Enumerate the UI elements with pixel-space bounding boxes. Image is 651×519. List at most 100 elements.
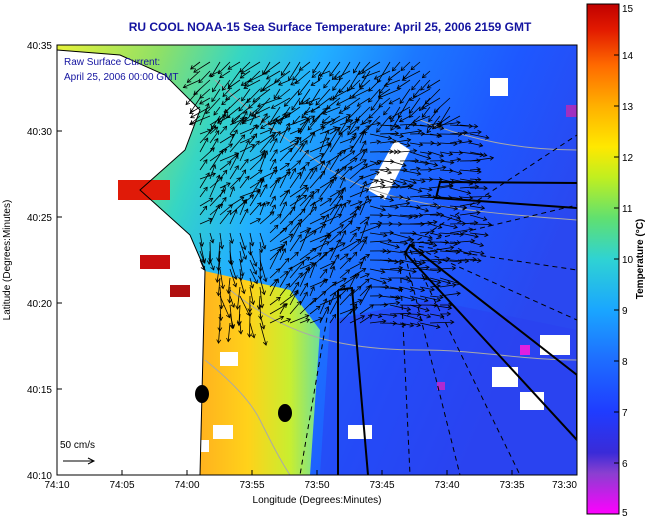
current-vector-head — [483, 185, 488, 191]
current-vector-head — [399, 133, 405, 139]
current-vector — [379, 241, 400, 248]
current-vector — [347, 70, 361, 92]
current-vector-head — [433, 202, 438, 208]
current-vector — [301, 106, 311, 119]
current-vector-head — [240, 134, 246, 139]
scale-label: 50 cm/s — [60, 440, 95, 451]
current-vector — [402, 70, 421, 81]
current-vector — [379, 277, 392, 281]
current-vector-head — [274, 78, 279, 83]
current-vector-head — [406, 310, 412, 316]
current-vector-head — [436, 204, 442, 210]
current-vector-head — [240, 70, 246, 75]
current-vector — [255, 97, 271, 115]
current-vector — [299, 297, 317, 315]
current-vector-head — [383, 82, 389, 87]
current-vector-head — [337, 151, 342, 157]
current-vector-head — [279, 315, 285, 321]
current-vector — [269, 179, 279, 198]
current-vector-head — [263, 150, 269, 155]
current-vector — [219, 134, 235, 144]
current-vector-head — [282, 227, 288, 233]
current-vector-head — [436, 297, 441, 303]
current-vector — [459, 232, 479, 238]
current-vector-head — [236, 321, 242, 327]
current-vector — [213, 106, 221, 116]
current-vector — [419, 231, 435, 234]
current-vector-head — [352, 157, 358, 163]
current-vector-head — [383, 302, 389, 308]
current-vector-head — [256, 102, 262, 108]
current-vector — [368, 88, 381, 103]
current-vector-head — [391, 66, 397, 72]
current-vector-head — [364, 195, 370, 200]
current-vector — [399, 115, 411, 122]
current-vector — [422, 97, 441, 109]
current-vector-head — [230, 186, 235, 191]
current-vector-head — [347, 130, 352, 136]
current-vector — [279, 123, 290, 144]
current-vector — [323, 79, 331, 89]
current-vector — [369, 277, 387, 284]
current-vector-head — [380, 269, 386, 274]
current-vector — [279, 148, 293, 162]
current-vector-head — [262, 86, 267, 91]
y-axis: 40:10 40:15 40:20 40:25 40:30 40:35 Lati… — [2, 41, 62, 482]
current-vector-head — [249, 284, 255, 289]
current-vector — [429, 151, 444, 157]
current-vector-head — [277, 81, 283, 86]
current-vector-head — [331, 291, 337, 297]
current-vector-head — [210, 265, 215, 271]
current-vector — [199, 137, 209, 153]
current-vector — [334, 70, 351, 80]
current-vector-head — [452, 282, 457, 288]
current-vector-head — [331, 313, 337, 319]
current-vector — [459, 211, 481, 216]
current-vector — [244, 70, 261, 86]
current-vector-head — [438, 123, 444, 128]
current-vector-head — [351, 136, 357, 141]
current-vector-head — [352, 213, 358, 218]
current-vector — [449, 131, 468, 135]
current-vector — [344, 97, 361, 110]
current-vector — [359, 70, 371, 88]
current-vector-head — [390, 117, 395, 123]
current-vector — [309, 286, 315, 297]
current-vector-head — [256, 189, 261, 195]
current-vector — [259, 184, 268, 198]
current-vector-head — [378, 293, 383, 299]
current-vector — [279, 291, 299, 306]
current-vector-head — [416, 166, 421, 172]
current-vector-head — [428, 187, 433, 192]
current-vector — [209, 126, 218, 135]
current-vector — [339, 257, 351, 270]
current-vector-head — [216, 339, 222, 344]
current-vector — [339, 187, 346, 198]
current-vector-head — [222, 92, 227, 98]
current-vector — [419, 221, 437, 225]
current-vector-head — [325, 241, 331, 246]
scale-legend: 50 cm/s — [60, 440, 96, 465]
current-vector-head — [253, 279, 258, 285]
current-vector-head — [211, 97, 216, 103]
current-vector — [301, 97, 311, 105]
current-vector-head — [256, 305, 262, 310]
current-vector-head — [326, 142, 332, 147]
current-vector-head — [248, 104, 253, 109]
current-vector — [459, 250, 472, 255]
current-vector — [227, 322, 231, 342]
current-vector — [329, 195, 343, 216]
current-vector — [295, 70, 311, 84]
current-vector — [218, 277, 221, 296]
current-vector-head — [277, 213, 282, 219]
current-vector-head — [240, 81, 246, 86]
current-vector — [399, 130, 422, 135]
current-vector — [309, 305, 321, 315]
current-vector — [439, 284, 456, 288]
current-vector-head — [323, 83, 328, 89]
current-vector-head — [292, 76, 297, 81]
current-vector — [349, 268, 366, 279]
current-vector — [259, 113, 268, 126]
current-vector-head — [373, 75, 379, 80]
current-vector — [339, 269, 350, 279]
